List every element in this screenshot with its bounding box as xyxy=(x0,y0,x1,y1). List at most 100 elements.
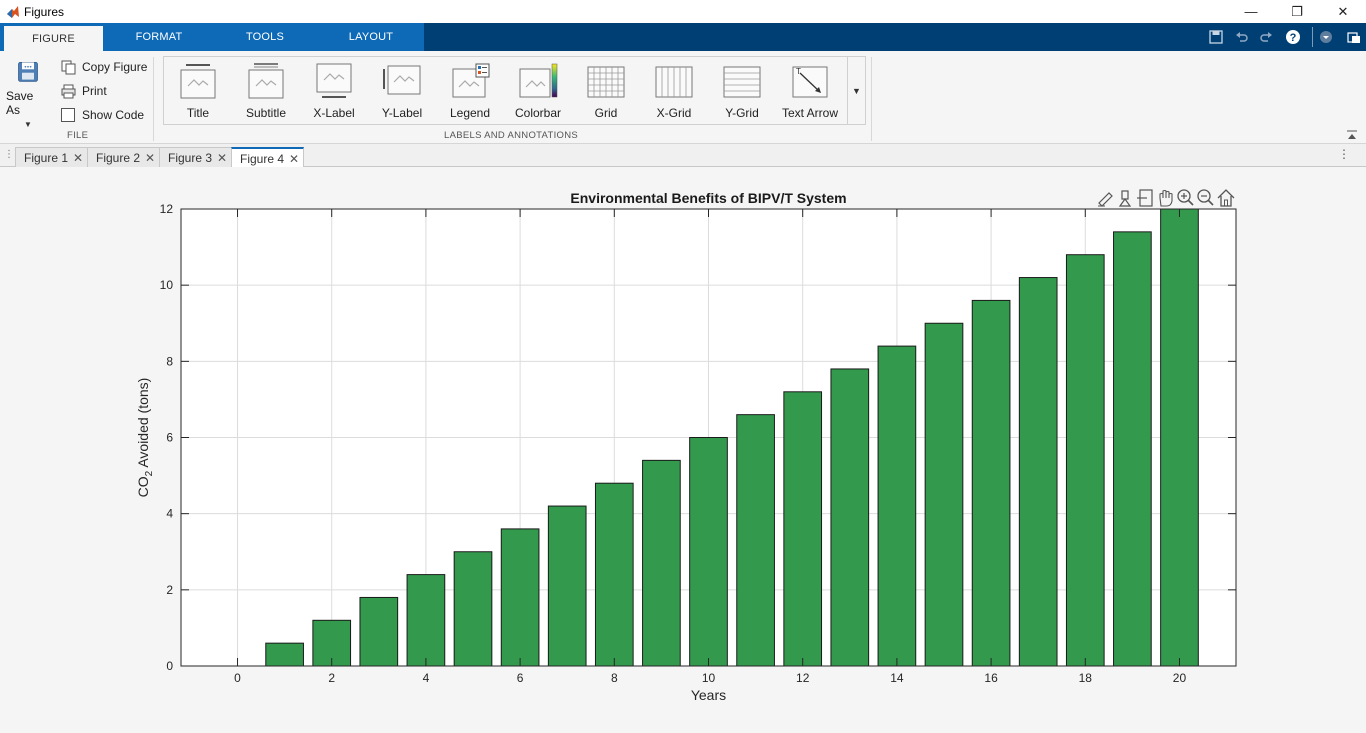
tab-figure-3[interactable]: Figure 3 ✕ xyxy=(159,147,232,167)
file-group-label: FILE xyxy=(67,130,89,141)
show-code-checkbox[interactable]: Show Code xyxy=(60,107,144,123)
help-icon[interactable]: ? xyxy=(1283,27,1303,47)
subtitle-button[interactable]: Subtitle xyxy=(232,57,300,125)
colorbar-button[interactable]: Colorbar xyxy=(504,57,572,125)
close-button[interactable]: ✕ xyxy=(1337,3,1349,19)
save-as-icon xyxy=(18,62,38,82)
y-tick-label: 12 xyxy=(160,202,174,216)
zoom-in-icon[interactable] xyxy=(1177,189,1194,206)
bar xyxy=(1160,208,1199,667)
legend-label: Legend xyxy=(449,106,491,120)
close-icon[interactable]: ✕ xyxy=(73,150,84,165)
restore-button[interactable]: ❐ xyxy=(1291,3,1303,19)
ribbon-tabstrip: FIGURE FORMAT TOOLS LAYOUT ? xyxy=(0,23,1366,51)
redo-icon[interactable] xyxy=(1256,27,1276,47)
close-icon[interactable]: ✕ xyxy=(217,150,228,165)
bar xyxy=(783,391,823,667)
tab-tools[interactable]: TOOLS xyxy=(245,31,285,43)
bar xyxy=(830,368,870,667)
y-tick-label: 10 xyxy=(160,278,174,292)
pan-icon[interactable] xyxy=(1159,189,1173,207)
zoom-out-icon[interactable] xyxy=(1197,189,1214,206)
window-titlebar: Figures — ❐ ✕ xyxy=(0,0,1366,23)
grid-button[interactable]: Grid xyxy=(572,57,640,125)
text-arrow-icon: T xyxy=(792,66,828,98)
bar xyxy=(406,574,446,667)
tab-format[interactable]: FORMAT xyxy=(135,31,183,43)
undock-icon[interactable] xyxy=(1344,27,1364,47)
chevron-down-icon: ▼ xyxy=(24,120,32,129)
axes-toolbar xyxy=(1098,189,1235,207)
home-icon[interactable] xyxy=(1217,189,1235,207)
y-tick-label: 4 xyxy=(166,507,173,521)
x-tick-label: 4 xyxy=(423,671,430,685)
tab-figure-2[interactable]: Figure 2 ✕ xyxy=(87,147,160,167)
y-label-button[interactable]: Y-Label xyxy=(368,57,436,125)
x-tick-label: 12 xyxy=(796,671,810,685)
copy-icon xyxy=(60,59,76,75)
text-arrow-button[interactable]: T Text Arrow xyxy=(776,57,844,125)
restore-view-icon[interactable] xyxy=(1137,189,1153,207)
grid-label: Grid xyxy=(594,106,618,120)
x-axis-label: Years xyxy=(691,687,726,703)
bar xyxy=(689,437,728,667)
copy-figure-label: Copy Figure xyxy=(82,60,148,74)
tab-figure-2-label: Figure 2 xyxy=(96,150,141,165)
printer-icon xyxy=(60,83,76,99)
tab-layout[interactable]: LAYOUT xyxy=(348,31,394,43)
bar xyxy=(971,299,1011,667)
tab-figure[interactable]: FIGURE xyxy=(4,26,103,51)
x-label-button[interactable]: X-Label xyxy=(300,57,368,125)
collapse-ribbon-icon[interactable] xyxy=(1346,129,1358,144)
bar xyxy=(736,414,775,667)
x-tick-label: 10 xyxy=(702,671,716,685)
show-code-label: Show Code xyxy=(82,108,145,122)
save-icon[interactable] xyxy=(1206,27,1226,47)
brush-icon[interactable] xyxy=(1098,192,1113,207)
y-grid-label: Y-Grid xyxy=(725,106,759,120)
x-tick-label: 14 xyxy=(890,671,904,685)
undo-icon[interactable] xyxy=(1232,27,1252,47)
legend-icon xyxy=(452,63,490,98)
tab-figure-1[interactable]: Figure 1 ✕ xyxy=(15,147,88,167)
svg-text:T: T xyxy=(796,67,801,76)
matlab-logo-icon xyxy=(7,5,19,18)
figure-tabs-bar: ⋮ Figure 1 ✕ Figure 2 ✕ Figure 3 ✕ Figure 4… xyxy=(0,144,1366,168)
y-axis-label: CO2 Avoided (tons) xyxy=(135,378,155,498)
tab-figure-3-label: Figure 3 xyxy=(168,150,213,165)
colorbar-label: Colorbar xyxy=(514,106,562,120)
collapse-menu-icon[interactable] xyxy=(1316,27,1336,47)
more-options-icon[interactable]: ⋮ xyxy=(1338,147,1350,161)
close-icon[interactable]: ✕ xyxy=(145,150,156,165)
bar xyxy=(359,596,399,667)
y-grid-icon xyxy=(723,66,761,98)
legend-button[interactable]: Legend xyxy=(436,57,504,125)
subtitle-label: Subtitle xyxy=(245,106,287,120)
gallery-expand-button[interactable]: ▼ xyxy=(847,57,865,124)
tab-figure-4[interactable]: Figure 4 ✕ xyxy=(231,147,304,168)
x-tick-label: 0 xyxy=(234,671,241,685)
bar-chart: 0 2 4 6 8 10 12 14 16 18 20 0 2 4 6 8 10 12 Environmental… xyxy=(135,189,1237,703)
svg-text:?: ? xyxy=(1290,32,1297,44)
y-grid-button[interactable]: Y-Grid xyxy=(708,57,776,125)
y-label-rest: Avoided (tons) xyxy=(135,378,151,471)
x-tick-label: 20 xyxy=(1173,671,1187,685)
y-label-label: Y-Label xyxy=(381,106,423,120)
copy-figure-button[interactable]: Copy Figure xyxy=(60,59,147,75)
data-tips-icon[interactable] xyxy=(1118,190,1132,207)
save-as-button[interactable]: Save As ▼ xyxy=(6,59,50,129)
x-grid-button[interactable]: X-Grid xyxy=(640,57,708,125)
y-tick-label: 8 xyxy=(166,354,173,368)
title-icon xyxy=(180,64,216,99)
minimize-button[interactable]: — xyxy=(1244,4,1258,19)
x-grid-icon xyxy=(655,66,693,98)
bar xyxy=(265,642,304,667)
y-tick-label: 0 xyxy=(166,659,173,673)
y-label-subscript: 2 xyxy=(144,470,155,476)
bar xyxy=(500,528,540,667)
print-button[interactable]: Print xyxy=(60,83,107,99)
close-icon[interactable]: ✕ xyxy=(289,151,300,166)
title-button[interactable]: Title xyxy=(164,57,232,125)
checkbox-icon xyxy=(60,107,76,123)
x-tick-label: 18 xyxy=(1079,671,1093,685)
